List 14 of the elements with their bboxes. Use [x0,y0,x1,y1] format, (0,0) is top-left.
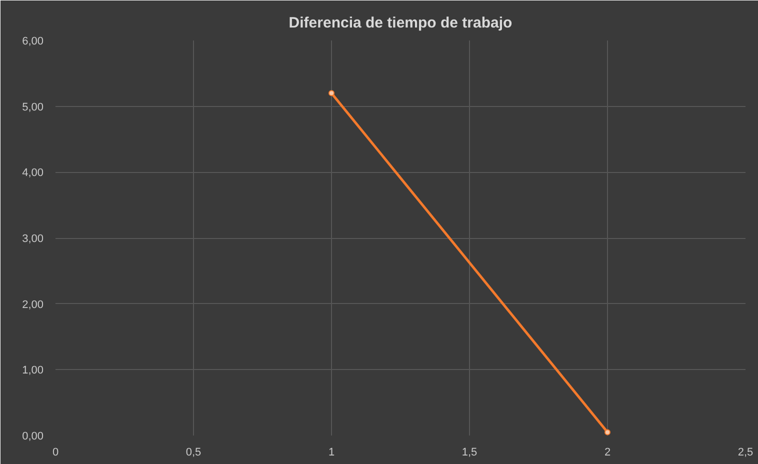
y-tick-label: 5,00 [22,101,44,114]
y-tick-label: 3,00 [22,233,44,245]
x-tick-label: 0,5 [186,446,202,458]
y-tick-label: 1,00 [22,364,44,377]
chart-title: Diferencia de tiempo de trabajo [288,14,512,32]
x-tick-label: 1 [328,446,335,458]
x-tick-label: 0 [52,446,59,458]
x-tick-label: 1,5 [462,446,478,458]
x-tick-label: 2,5 [738,446,754,458]
y-tick-label: 6,00 [22,36,44,48]
y-tick-label: 4,00 [22,167,44,180]
y-tick-label: 2,00 [22,298,44,311]
x-tick-label: 2 [604,446,611,458]
y-tick-label: 0,00 [22,430,44,442]
